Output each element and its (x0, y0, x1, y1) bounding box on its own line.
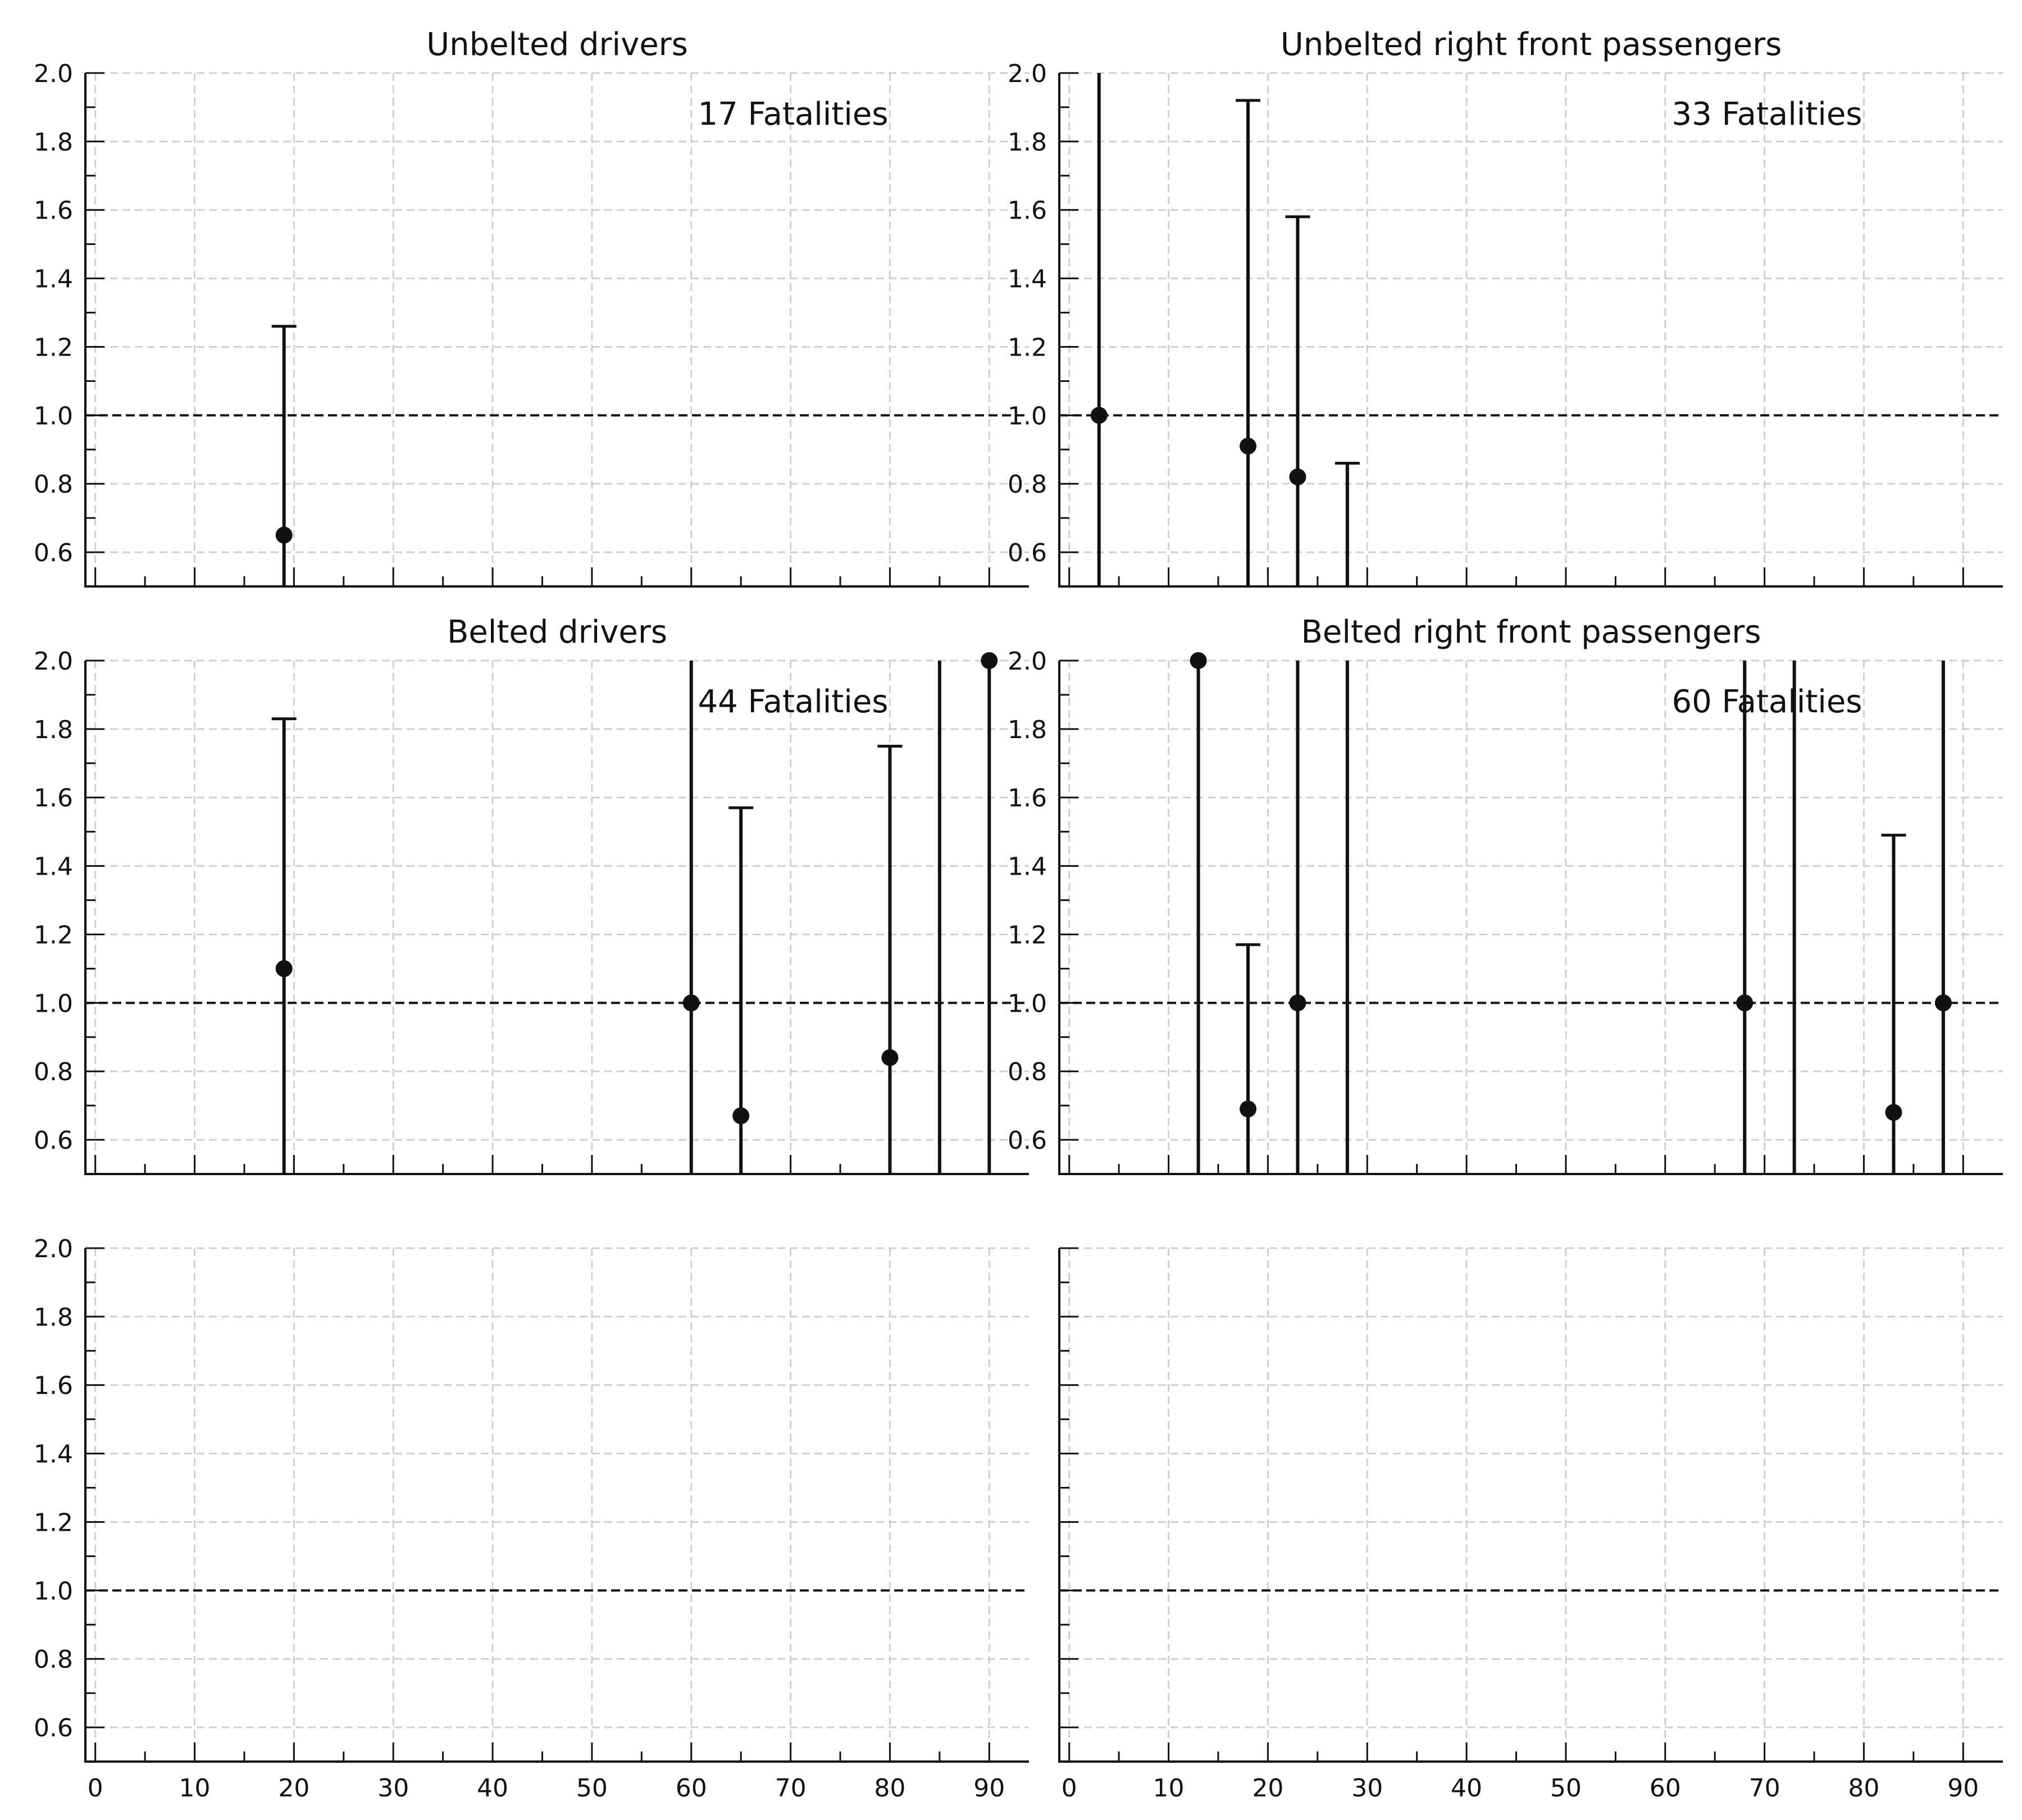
y-tick-label: 1.0 (34, 1577, 73, 1605)
y-tick-label: 1.6 (34, 197, 73, 225)
data-point (1190, 652, 1207, 669)
data-point (1240, 1100, 1256, 1118)
x-tick-label: 20 (1252, 1774, 1283, 1803)
panel-title: Unbelted right front passengers (1281, 26, 1782, 63)
x-tick-label: 40 (477, 1774, 508, 1803)
data-marks (271, 661, 991, 1174)
y-tick-label: 2.0 (1008, 60, 1047, 88)
x-tick-label: 60 (1650, 1774, 1681, 1803)
data-point (275, 526, 293, 544)
y-tick-label: 1.4 (1008, 265, 1047, 294)
y-tick-label: 1.6 (1008, 784, 1047, 813)
data-marks (1097, 73, 1360, 586)
data-point (1090, 407, 1108, 424)
x-tick-label: 30 (1351, 1774, 1383, 1803)
x-tick-label: 0 (88, 1774, 103, 1803)
fatalities-annotation: 33 Fatalities (1672, 96, 1862, 133)
y-tick-label: 1.2 (34, 1508, 73, 1537)
y-tick-label: 0.8 (1008, 1058, 1047, 1086)
y-tick-label: 0.8 (34, 470, 73, 499)
x-tick-label: 10 (1153, 1774, 1185, 1803)
x-tick-label: 30 (377, 1774, 409, 1803)
data-point (1240, 438, 1256, 455)
data-point (981, 652, 998, 669)
x-tick-label: 60 (676, 1774, 707, 1803)
y-tick-label: 1.0 (1008, 402, 1047, 430)
x-tick-label: 40 (1451, 1774, 1482, 1803)
y-tick-label: 0.8 (1008, 470, 1047, 499)
y-tick-label: 1.6 (34, 1372, 73, 1400)
data-point (1289, 994, 1306, 1012)
y-tick-label: 1.4 (34, 265, 73, 294)
y-tick-label: 0.6 (34, 1126, 73, 1155)
y-tick-label: 2.0 (1008, 647, 1047, 676)
y-tick-label: 2.0 (34, 647, 73, 676)
x-tick-label: 20 (278, 1774, 309, 1803)
y-tick-label: 1.2 (1008, 921, 1047, 949)
x-tick-label: 70 (1749, 1774, 1780, 1803)
panel-title: Unbelted drivers (426, 26, 688, 63)
y-tick-label: 1.0 (1008, 989, 1047, 1018)
panel-1: 0.6 0.8 1.0 1.2 1.4 1.6 1.8 2.0 Unbelted drivers… (34, 26, 1029, 588)
y-tick-label: 0.8 (34, 1058, 73, 1086)
panel-5: 0.6 0.8 1.0 1.2 1.4 1.6 1.8 2.0 0 10 20 30 40 50 60 70 8… (34, 1235, 1029, 1803)
panel-title: Belted right front passengers (1301, 614, 1761, 650)
fatalities-annotation: 17 Fatalities (698, 96, 889, 133)
y-tick-label: 1.8 (1008, 716, 1047, 744)
fatalities-annotation: 60 Fatalities (1672, 684, 1862, 720)
data-point (732, 1107, 750, 1125)
panel-6: 0 10 20 30 40 50 60 70 80 90 (1058, 1247, 2003, 1803)
y-tick-label: 2.0 (34, 60, 73, 88)
data-point (881, 1049, 899, 1066)
y-tick-label: 0.8 (34, 1645, 73, 1674)
y-tick-label: 1.8 (1008, 128, 1047, 157)
y-tick-label: 1.0 (34, 402, 73, 430)
x-tick-label: 50 (576, 1774, 608, 1803)
y-tick-label: 1.6 (34, 784, 73, 813)
y-tick-label: 0.6 (1008, 539, 1047, 567)
data-point (1736, 994, 1754, 1012)
x-tick-label: 90 (1947, 1774, 1979, 1803)
y-tick-label: 1.2 (1008, 333, 1047, 362)
panel-3: 0.6 0.8 1.0 1.2 1.4 1.6 1.8 2.0 Belted drivers 44… (34, 614, 1029, 1175)
y-tick-label: 0.6 (1008, 1126, 1047, 1155)
x-tick-label: 10 (179, 1774, 211, 1803)
x-tick-label: 80 (874, 1774, 905, 1803)
y-tick-label: 1.6 (1008, 197, 1047, 225)
data-point (682, 994, 700, 1012)
y-tick-label: 1.8 (34, 1303, 73, 1332)
data-point (1885, 1104, 1902, 1121)
y-tick-label: 1.4 (1008, 853, 1047, 881)
panel-4: 0.6 0.8 1.0 1.2 1.4 1.6 1.8 2.0 Belted right fro… (1008, 614, 2003, 1175)
y-tick-label: 0.6 (34, 1714, 73, 1742)
y-tick-label: 1.0 (34, 989, 73, 1018)
fatalities-annotation: 44 Fatalities (698, 684, 889, 720)
y-tick-label: 1.4 (34, 1440, 73, 1469)
data-point (1934, 994, 1952, 1012)
x-tick-label: 80 (1848, 1774, 1879, 1803)
panel-2: 0.6 0.8 1.0 1.2 1.4 1.6 1.8 2.0 Unbelted right f… (1008, 26, 2003, 588)
y-tick-label: 1.2 (34, 921, 73, 949)
y-tick-label: 1.8 (34, 128, 73, 157)
y-tick-label: 1.2 (34, 333, 73, 362)
x-tick-label: 0 (1062, 1774, 1077, 1803)
x-tick-label: 90 (973, 1774, 1005, 1803)
y-tick-label: 1.8 (34, 716, 73, 744)
y-tick-label: 0.6 (34, 539, 73, 567)
x-tick-label: 50 (1550, 1774, 1582, 1803)
y-tick-label: 1.4 (34, 853, 73, 881)
y-tick-label: 2.0 (34, 1235, 73, 1263)
x-tick-label: 70 (775, 1774, 807, 1803)
data-marks (1196, 661, 1945, 1174)
data-point (1289, 468, 1306, 486)
data-point (275, 960, 293, 977)
panel-title: Belted drivers (447, 614, 667, 650)
